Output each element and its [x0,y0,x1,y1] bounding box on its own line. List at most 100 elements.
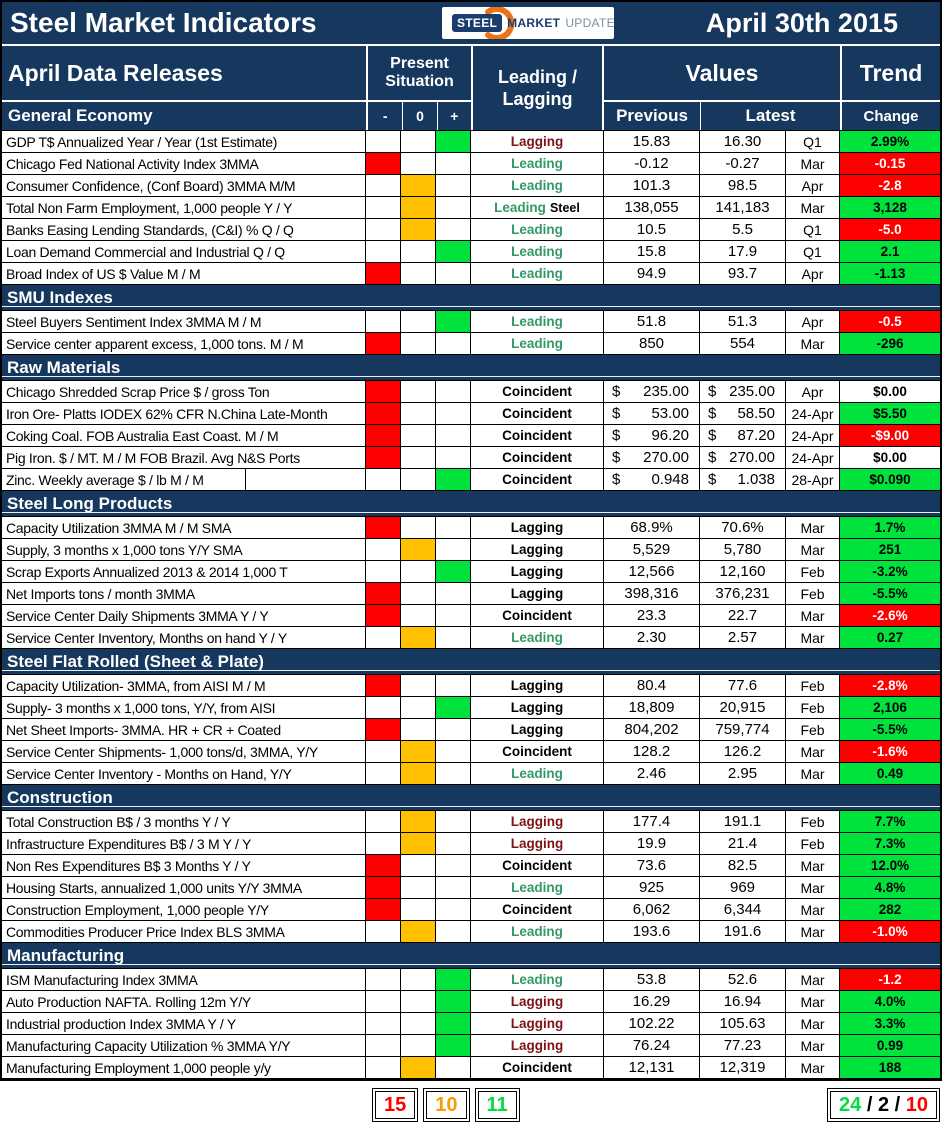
period-cell: Mar [786,991,840,1013]
previous-value-cell: 6,062 [604,899,700,921]
period-cell: 24-Apr [786,403,840,425]
value-number: 759,774 [715,721,770,738]
situation-minus-cell [366,741,401,763]
indicator-type-label: Leading [511,972,563,987]
situation-zero-cell [401,333,436,355]
present-situation-line1: Present [390,54,449,72]
dollar-sign: $ [612,383,621,400]
indicator-name-cell: Manufacturing Capacity Utilization % 3MM… [2,1035,366,1057]
previous-value-cell: 68.9% [604,517,700,539]
indicator-name-label: Infrastructure Expenditures B$ / 3 M Y /… [6,835,251,852]
situation-minus-cell [366,447,401,469]
indicator-type-cell: Leading [471,263,604,285]
value-number: 16.94 [723,993,762,1010]
trend-change-cell: $0.00 [840,447,940,469]
value-number: 5.5 [732,221,753,238]
situation-zero-cell [401,877,436,899]
table-row: Coking Coal. FOB Australia East Coast. M… [2,425,940,447]
table-row: Pig Iron. $ / MT. M / M FOB Brazil. Avg … [2,447,940,469]
latest-value-cell: $270.00 [700,447,786,469]
value-number: 925 [638,879,665,896]
table-row: Total Non Farm Employment, 1,000 people … [2,197,940,219]
value-number: 15.8 [636,243,667,260]
table-row: Broad Index of US $ Value M / M Leading 94… [2,263,940,285]
value-number: 235.00 [643,383,689,400]
leading-lagging-line2: Lagging [502,89,573,109]
situation-minus-cell [366,877,401,899]
indicator-type-cell: Leading [471,763,604,785]
trend-change-cell: 2.99% [840,131,940,153]
table-row: Construction Employment, 1,000 people Y/… [2,899,940,921]
previous-value-cell: 19.9 [604,833,700,855]
indicator-name-label: Housing Starts, annualized 1,000 units Y… [6,879,302,896]
table-row: Auto Production NAFTA. Rolling 12m Y/Y La… [2,991,940,1013]
situation-minus-cell [366,561,401,583]
indicator-name-label: Capacity Utilization- 3MMA, from AISI M … [6,677,266,694]
situation-plus-cell [436,921,471,943]
logo-word-steel: STEEL [452,14,503,32]
latest-value-cell: $58.50 [700,403,786,425]
indicator-name-cell: Total Construction B$ / 3 months Y / Y [2,811,366,833]
indicator-name-label: Chicago Shredded Scrap Price $ / gross T… [6,383,270,400]
section-title: Steel Flat Rolled (Sheet & Plate) [7,651,264,671]
situation-minus-cell [366,583,401,605]
value-number: 376,231 [715,585,770,602]
table-row: ISM Manufacturing Index 3MMA Leading 53.8 5… [2,969,940,991]
situation-zero-cell [401,241,436,263]
dollar-sign: $ [612,471,621,488]
trend-change-cell: 282 [840,899,940,921]
indicator-type-cell: Leading [471,627,604,649]
situation-plus-cell [436,561,471,583]
value-number: 58.50 [737,405,775,422]
indicator-type-label: Lagging [510,1038,564,1053]
logo-swoosh-icon [485,7,515,39]
indicator-type-label: Leading [511,178,563,193]
period-cell: Mar [786,627,840,649]
situation-subheaders: - 0 + [366,100,471,130]
value-number: 2.30 [636,629,667,646]
value-number: 15.83 [632,133,671,150]
trend-change-cell: 1.7% [840,517,940,539]
situation-zero-cell [401,675,436,697]
indicator-type-extra-label: Steel [549,200,580,215]
trend-change-cell: -0.15 [840,153,940,175]
indicator-name-cell: Capacity Utilization 3MMA M / M SMA [2,517,366,539]
value-number: 191.6 [723,923,762,940]
period-cell: Mar [786,855,840,877]
indicator-name-label: Total Non Farm Employment, 1,000 people … [6,199,293,216]
latest-value-cell: $87.20 [700,425,786,447]
value-number: 16.29 [632,993,671,1010]
previous-value-cell: 12,131 [604,1057,700,1079]
situation-plus-cell [436,403,471,425]
period-cell: Mar [786,153,840,175]
trend-change-cell: -5.0 [840,219,940,241]
indicator-name-cell: Industrial production Index 3MMA Y / Y [2,1013,366,1035]
situation-plus-cell [436,763,471,785]
indicator-name-label: Banks Easing Lending Standards, (C&I) % … [6,221,294,238]
table-row: Supply, 3 months x 1,000 tons Y/Y SMA Lag… [2,539,940,561]
value-number: 270.00 [643,449,689,466]
table-row: Service center apparent excess, 1,000 to… [2,333,940,355]
situation-zero-cell [401,1035,436,1057]
situation-minus-cell [366,425,401,447]
situation-minus-cell [366,899,401,921]
indicator-name-label: Capacity Utilization 3MMA M / M SMA [6,519,232,536]
present-situation-line2: Situation [385,73,454,90]
indicator-name-cell: Supply- 3 months x 1,000 tons, Y/Y, from… [2,697,366,719]
indicator-type-cell: Leading [471,921,604,943]
leading-lagging-line1: Leading / [497,66,577,87]
indicator-type-cell: Coincident [471,381,604,403]
latest-value-cell: 52.6 [700,969,786,991]
indicator-name-cell: Total Non Farm Employment, 1,000 people … [2,197,366,219]
latest-value-cell: -0.27 [700,153,786,175]
trend-change-cell: 2,106 [840,697,940,719]
situation-minus-cell [366,969,401,991]
trend-change-cell: 188 [840,1057,940,1079]
indicator-name-cell: Zinc. Weekly average $ / lb M / M [2,469,366,491]
situation-plus-cell [436,517,471,539]
indicator-name-label: Service Center Daily Shipments 3MMA Y / … [6,607,269,624]
report-date: April 30th 2015 [705,7,898,38]
trend-flat-count: 2 [877,1094,890,1116]
situation-minus-cell [366,855,401,877]
situation-zero-cell [401,605,436,627]
